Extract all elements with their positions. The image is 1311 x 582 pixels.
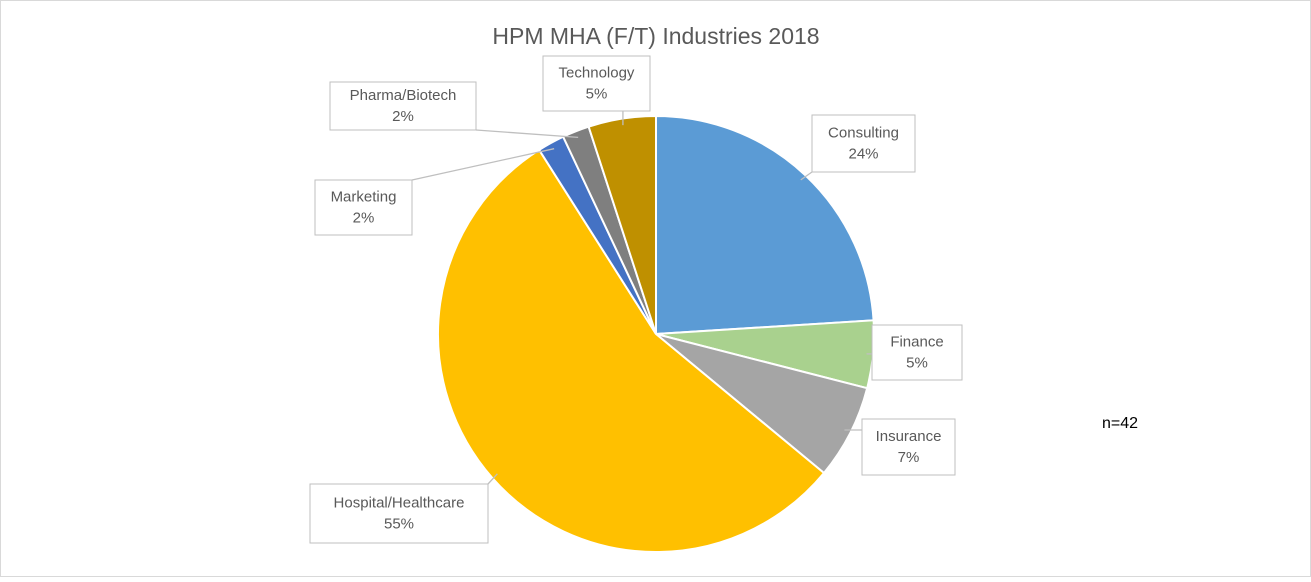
slice-value-label: 5% (906, 354, 928, 371)
slice-label: Insurance (876, 428, 942, 445)
chart-title: HPM MHA (F/T) Industries 2018 (492, 23, 819, 49)
label-box (542, 55, 651, 112)
slice-label: Technology (559, 64, 635, 81)
slice-label: Pharma/Biotech (350, 87, 457, 104)
leader-line (411, 148, 555, 181)
slice-value-label: 2% (353, 209, 375, 226)
slice-label: Finance (890, 333, 943, 350)
slice-value-label: 24% (848, 145, 878, 162)
leader-line (800, 171, 813, 181)
leader-line (487, 473, 498, 485)
pie-slice (587, 114, 657, 335)
slice-label: Hospital/Healthcare (334, 494, 465, 511)
slice-value-label: 2% (392, 108, 414, 125)
pie-slice (436, 148, 826, 553)
slice-value-label: 7% (898, 449, 920, 466)
pie-slice (655, 114, 875, 336)
annotation: n=42 (1102, 415, 1138, 432)
label-box (871, 324, 963, 381)
slice-label: Marketing (331, 188, 397, 205)
label-box (309, 483, 489, 544)
label-box (861, 418, 956, 476)
slice-value-label: 5% (586, 85, 608, 102)
slice-value-label: 55% (384, 515, 414, 532)
leader-line (475, 129, 579, 139)
label-box (314, 179, 413, 236)
label-box (329, 81, 477, 131)
slice-label: Consulting (828, 124, 899, 141)
label-box (811, 114, 916, 173)
